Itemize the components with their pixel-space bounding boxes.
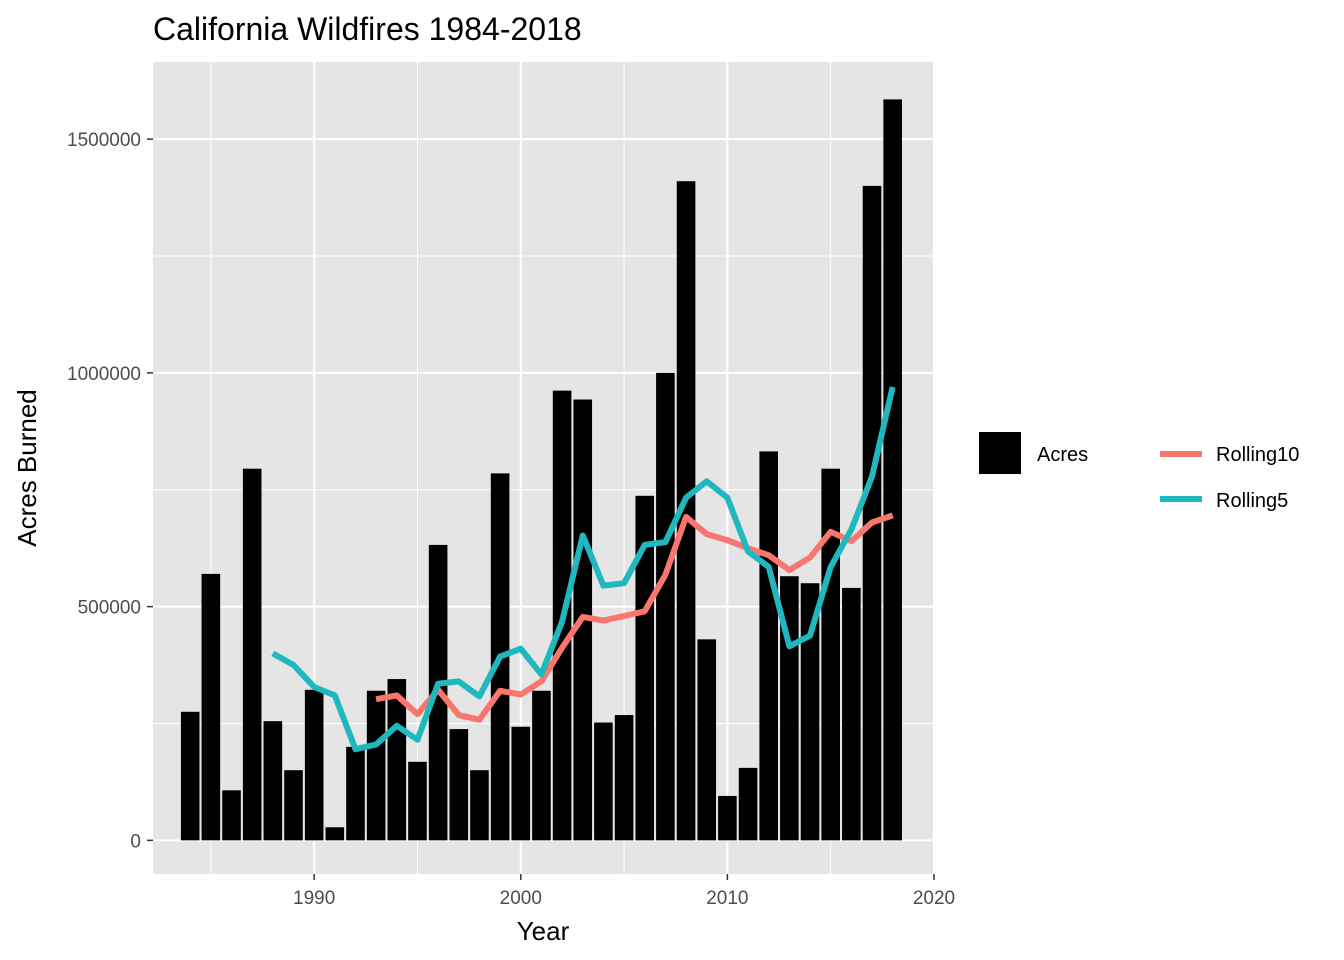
bar-1989 — [284, 770, 303, 841]
x-tick-label: 2000 — [500, 888, 542, 909]
legend-label-acres: Acres — [1037, 444, 1088, 466]
bar-1993 — [366, 690, 386, 841]
bar-1990 — [304, 689, 324, 841]
y-tick-label: 1000000 — [67, 364, 141, 385]
legend-label-rolling5: Rolling5 — [1216, 490, 1288, 512]
x-tick-label: 2020 — [913, 888, 955, 909]
line-rolling10 — [375, 512, 894, 723]
bar-1985 — [201, 573, 221, 841]
bar-2009 — [697, 639, 717, 841]
legend: Acres Rolling10 Rolling5 — [979, 432, 1299, 512]
bar-2017 — [862, 185, 882, 841]
bar-1997 — [449, 729, 469, 841]
bar-2014 — [800, 583, 820, 841]
bar-2007 — [656, 372, 675, 841]
bar-1991 — [325, 827, 345, 841]
grid-layer — [153, 62, 935, 874]
y-tick-label: 1500000 — [67, 130, 141, 151]
bar-1988 — [263, 721, 283, 841]
bar-2000 — [511, 726, 531, 841]
bar-2004 — [594, 722, 613, 841]
bar-2010 — [718, 795, 737, 841]
bar-2016 — [842, 587, 861, 841]
bar-2011 — [738, 767, 758, 841]
bar-1984 — [180, 711, 200, 841]
y-axis-title: Acres Burned — [12, 389, 42, 547]
bars-layer — [180, 99, 902, 841]
bar-2006 — [635, 495, 655, 841]
bar-1986 — [222, 790, 241, 841]
y-tick-label: 500000 — [78, 598, 141, 619]
chart-title: California Wildfires 1984-2018 — [153, 11, 582, 47]
bar-2018 — [883, 99, 902, 841]
bar-2001 — [532, 690, 551, 841]
y-tick-label: 0 — [130, 831, 141, 852]
x-tick-label: 1990 — [293, 888, 335, 909]
bar-2012 — [759, 451, 779, 841]
x-axis-title: Year — [517, 916, 570, 946]
bar-1998 — [470, 770, 489, 841]
axis-layer: 1990 2000 2010 2020 0 500000 1000000 1500000 — [67, 130, 955, 909]
bar-2015 — [821, 468, 840, 841]
bar-2008 — [676, 181, 696, 841]
legend-label-rolling10: Rolling10 — [1216, 444, 1299, 466]
line-rolling5 — [271, 386, 896, 753]
bar-1994 — [387, 679, 407, 841]
bar-1992 — [346, 746, 365, 841]
lines-layer — [271, 386, 896, 753]
bar-1995 — [408, 761, 427, 841]
bar-1987 — [242, 468, 262, 841]
x-tick-label: 2010 — [706, 888, 748, 909]
bar-2005 — [614, 715, 634, 841]
legend-key-acres — [979, 432, 1021, 474]
